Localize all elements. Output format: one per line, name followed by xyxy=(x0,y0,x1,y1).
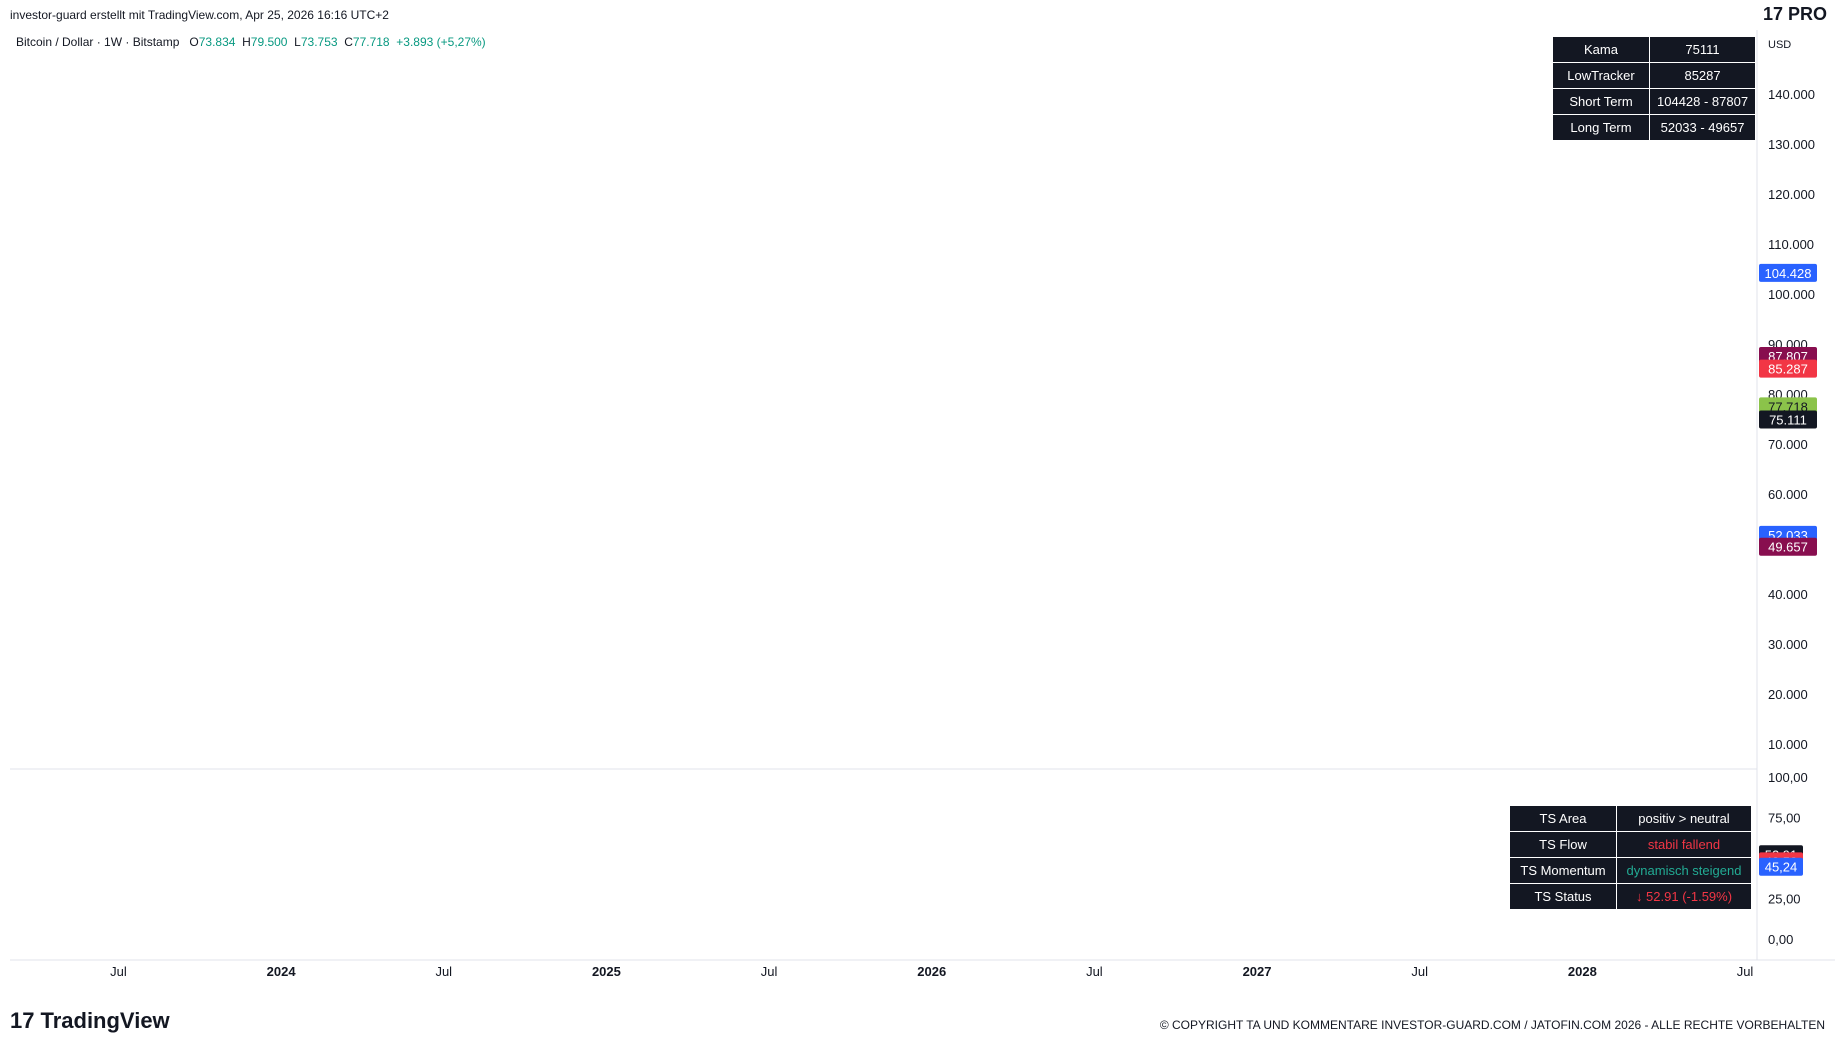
osc-value-box xyxy=(1759,857,1803,876)
osc-tick-label: 100,00 xyxy=(1768,770,1808,785)
ts-row: TS Status ↓ 52.91 (-1.59%) xyxy=(1509,883,1752,910)
symbol-name[interactable]: Bitcoin / Dollar · 1W · Bitstamp xyxy=(16,35,180,49)
ts-value: ↓ 52.91 (-1.59%) xyxy=(1616,883,1752,910)
price-tick-label: 70.000 xyxy=(1768,437,1808,452)
price-label: 104.428 xyxy=(1759,263,1817,282)
osc-tick-label: 0,00 xyxy=(1768,932,1793,947)
ts-row: TS Flow stabil fallend xyxy=(1509,831,1752,858)
price-label-text: 104.428 xyxy=(1765,266,1812,281)
time-tick-label: Jul xyxy=(1411,964,1428,979)
change-value: +3.893 (+5,27%) xyxy=(396,35,486,49)
price-label-text: 85.287 xyxy=(1768,362,1808,377)
price-tick-label: 60.000 xyxy=(1768,487,1808,502)
price-label-box xyxy=(1759,263,1817,282)
info-row: LowTracker 85287 xyxy=(1552,62,1757,89)
price-label: 85.287 xyxy=(1759,359,1817,378)
info-value: 104428 - 87807 xyxy=(1648,88,1757,115)
symbol-legend: Bitcoin / Dollar · 1W · Bitstamp O73.834… xyxy=(16,35,486,49)
price-label: 49.657 xyxy=(1759,537,1817,556)
tradingview-logo[interactable]: 17 TradingView xyxy=(10,1008,170,1033)
price-tick-label: 110.000 xyxy=(1768,237,1814,252)
currency-label: USD xyxy=(1768,39,1791,51)
price-label-box xyxy=(1759,410,1817,429)
info-label: Short Term xyxy=(1552,88,1650,115)
tradingview-pro-logo: 17 PRO xyxy=(1762,4,1827,24)
time-tick-label: 2024 xyxy=(267,964,297,979)
price-tick-label: 30.000 xyxy=(1768,637,1808,652)
open-value: 73.834 xyxy=(198,35,236,49)
price-tick-label: 40.000 xyxy=(1768,587,1808,602)
osc-tick-label: 75,00 xyxy=(1768,811,1801,826)
price-tick-label: 20.000 xyxy=(1768,687,1808,702)
time-tick-label: 2026 xyxy=(917,964,946,979)
price-label-box xyxy=(1759,359,1817,378)
time-tick-label: 2028 xyxy=(1568,964,1597,979)
ts-label: TS Status xyxy=(1509,883,1617,910)
time-tick-label: 2027 xyxy=(1243,964,1272,979)
time-tick-label: Jul xyxy=(1086,964,1103,979)
info-value: 85287 xyxy=(1648,62,1757,89)
info-label: Long Term xyxy=(1552,114,1650,141)
price-label: 75.111 xyxy=(1759,410,1817,429)
info-value: 75111 xyxy=(1648,36,1757,63)
time-tick-label: 2025 xyxy=(592,964,621,979)
ts-label: TS Area xyxy=(1509,805,1617,832)
price-tick-label: 140.000 xyxy=(1768,87,1815,102)
price-tick-label: 130.000 xyxy=(1768,137,1815,152)
low-value: 73.753 xyxy=(300,35,338,49)
price-label-box xyxy=(1759,537,1817,556)
price-tick-label: 120.000 xyxy=(1768,187,1815,202)
time-tick-label: Jul xyxy=(761,964,778,979)
ts-label: TS Flow xyxy=(1509,831,1617,858)
ts-value: positiv > neutral xyxy=(1616,805,1752,832)
close-value: 77.718 xyxy=(352,35,390,49)
info-value: 52033 - 49657 xyxy=(1648,114,1757,141)
info-label: LowTracker xyxy=(1552,62,1650,89)
info-row: Long Term 52033 - 49657 xyxy=(1552,114,1757,141)
ts-value: dynamisch steigend xyxy=(1616,857,1752,884)
osc-tick-label: 25,00 xyxy=(1768,892,1801,907)
time-tick-label: Jul xyxy=(110,964,127,979)
info-row: Kama 75111 xyxy=(1552,36,1757,63)
price-tick-label: 100.000 xyxy=(1768,287,1815,302)
info-label: Kama xyxy=(1552,36,1650,63)
info-row: Short Term 104428 - 87807 xyxy=(1552,88,1757,115)
time-tick-label: Jul xyxy=(435,964,452,979)
ts-row: TS Area positiv > neutral xyxy=(1509,805,1752,832)
tradingview-mark-icon: 17 xyxy=(10,1008,35,1033)
chart-header: investor-guard erstellt mit TradingView.… xyxy=(10,8,389,22)
ts-label: TS Momentum xyxy=(1509,857,1617,884)
price-label-text: 75.111 xyxy=(1769,412,1807,427)
ts-status-table: TS Area positiv > neutral TS Flow stabil fa… xyxy=(1509,805,1752,910)
price-label-text: 49.657 xyxy=(1768,540,1808,555)
copyright-notice: © COPYRIGHT TA UND KOMMENTARE INVESTOR-G… xyxy=(1159,1018,1825,1032)
ts-row: TS Momentum dynamisch steigend xyxy=(1509,857,1752,884)
ts-value: stabil fallend xyxy=(1616,831,1752,858)
time-tick-label: Jul xyxy=(1737,964,1754,979)
high-value: 79.500 xyxy=(250,35,288,49)
price-tick-label: 10.000 xyxy=(1768,737,1808,752)
indicator-info-table: Kama 75111 LowTracker 85287 Short Term 104428… xyxy=(1552,36,1757,141)
osc-value-text: 45,24 xyxy=(1765,860,1798,875)
